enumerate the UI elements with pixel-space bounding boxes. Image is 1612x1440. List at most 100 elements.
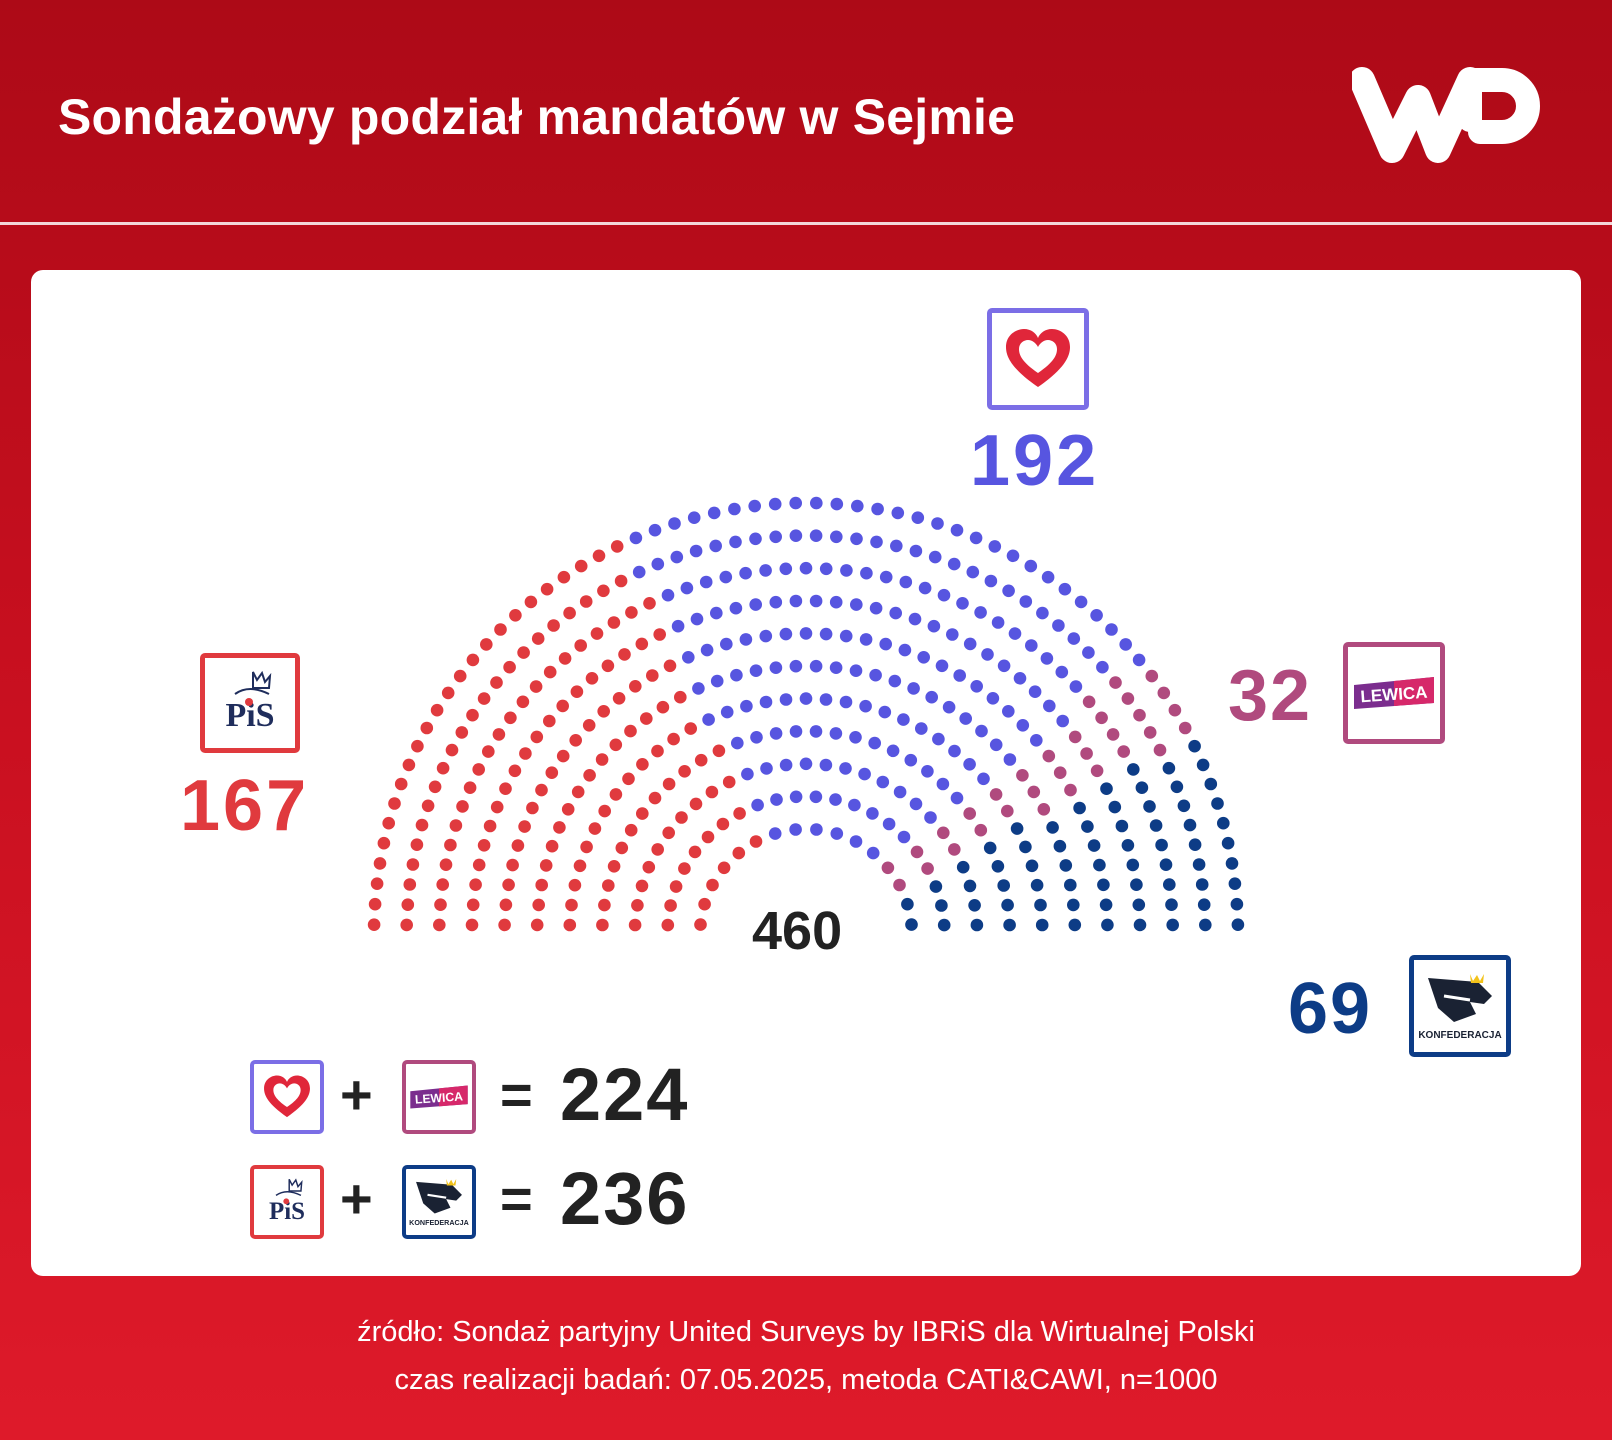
seat-pis xyxy=(400,918,414,932)
wp-logo xyxy=(1349,58,1547,176)
seat-ko xyxy=(869,601,883,615)
seat-pis xyxy=(583,769,596,782)
pis-seat-count: 167 xyxy=(180,766,310,846)
seat-pis xyxy=(469,878,482,891)
seat-pis xyxy=(618,648,631,661)
seat-ko xyxy=(629,531,643,545)
seat-ko xyxy=(889,606,902,620)
seat-pis xyxy=(556,749,570,763)
seat-ko xyxy=(661,588,675,602)
seat-pis xyxy=(749,835,763,848)
seat-ko xyxy=(925,690,938,704)
konfederacja-logo-icon: KONFEDERACJA xyxy=(1409,955,1511,1057)
seat-ko xyxy=(810,496,823,510)
seat-lewica xyxy=(937,826,950,840)
seat-pis xyxy=(688,845,702,859)
seat-konfederacja xyxy=(1127,763,1140,776)
seat-konfederacja xyxy=(956,860,970,874)
seat-pis xyxy=(466,708,479,722)
seat-konfederacja xyxy=(1087,839,1101,852)
seat-pis xyxy=(590,627,604,640)
seat-pis xyxy=(477,692,491,705)
seat-pis xyxy=(540,582,554,596)
seat-pis xyxy=(477,839,491,852)
seat-konfederacja xyxy=(1188,739,1201,753)
seat-ko xyxy=(830,827,844,840)
seat-pis xyxy=(701,830,715,844)
lewica-logo-icon: LEWICA xyxy=(1343,642,1445,744)
seat-ko xyxy=(849,664,863,677)
seat-ko xyxy=(668,517,681,530)
svg-text:LEWICA: LEWICA xyxy=(415,1089,464,1106)
seat-lewica xyxy=(893,878,906,892)
seat-ko xyxy=(699,575,713,589)
seat-konfederacja xyxy=(1183,818,1197,832)
seat-ko xyxy=(868,736,881,750)
seat-pis xyxy=(367,918,381,931)
seat-ko xyxy=(839,762,852,775)
sum1-lewica-icon: LEWICA xyxy=(402,1060,476,1134)
seat-pis xyxy=(582,719,596,732)
seat-konfederacja xyxy=(1197,898,1211,911)
seat-konfederacja xyxy=(1101,918,1114,932)
seat-ko xyxy=(1119,638,1132,651)
seat-konfederacja xyxy=(937,918,951,932)
seat-lewica xyxy=(1064,783,1077,797)
seat-konfederacja xyxy=(1155,838,1168,852)
seat-pis xyxy=(574,639,587,652)
seat-lewica xyxy=(881,861,895,875)
seat-pis xyxy=(663,659,677,673)
seat-pis xyxy=(622,772,635,786)
seat-pis xyxy=(717,861,731,875)
seat-ko xyxy=(904,753,918,767)
seat-pis xyxy=(472,763,486,776)
seat-ko xyxy=(969,531,983,545)
seat-ko xyxy=(891,506,905,520)
seat-pis xyxy=(466,653,480,667)
seat-lewica xyxy=(974,823,988,837)
seat-ko xyxy=(809,725,823,738)
sum2-pis-icon: PiS xyxy=(250,1165,324,1239)
seat-ko xyxy=(963,758,976,771)
seat-ko xyxy=(924,811,937,824)
seat-lewica xyxy=(1042,749,1056,763)
seat-pis xyxy=(615,841,629,855)
seat-pis xyxy=(449,819,463,832)
seat-pis xyxy=(631,899,644,912)
seat-ko xyxy=(888,674,902,688)
seat-lewica xyxy=(1178,721,1192,735)
seat-konfederacja xyxy=(968,899,981,912)
seat-ko xyxy=(911,511,925,524)
seat-pis xyxy=(563,606,576,620)
seat-pis xyxy=(490,676,503,689)
seat-ko xyxy=(809,529,823,542)
seat-konfederacja xyxy=(935,899,948,912)
svg-text:LEWICA: LEWICA xyxy=(1360,683,1428,707)
seat-ko xyxy=(1067,632,1081,645)
seat-ko xyxy=(859,633,873,646)
seat-konfederacja xyxy=(1068,918,1082,932)
seat-pis xyxy=(480,638,493,651)
seat-pis xyxy=(732,846,746,860)
seat-ko xyxy=(769,727,783,740)
survey-details: czas realizacji badań: 07.05.2025, metod… xyxy=(394,1364,1218,1396)
seat-pis xyxy=(602,879,615,892)
seat-konfederacja xyxy=(1221,836,1235,850)
seat-pis xyxy=(545,766,559,779)
seat-ko xyxy=(991,616,1005,629)
seat-ko xyxy=(850,532,863,546)
seat-pis xyxy=(545,839,559,853)
seat-pis xyxy=(689,797,703,811)
seat-ko xyxy=(876,775,890,789)
header: Sondażowy podział mandatów w Sejmie xyxy=(0,0,1612,224)
seat-ko xyxy=(719,570,733,584)
seat-pis xyxy=(415,818,429,832)
seat-pis xyxy=(502,878,515,892)
seat-konfederacja xyxy=(1046,821,1059,834)
seat-lewica xyxy=(1053,766,1067,779)
seat-ko xyxy=(749,664,763,677)
seat-lewica xyxy=(1027,785,1041,799)
seat-pis xyxy=(674,690,687,704)
seat-ko xyxy=(948,744,961,758)
seat-ko xyxy=(829,661,843,674)
